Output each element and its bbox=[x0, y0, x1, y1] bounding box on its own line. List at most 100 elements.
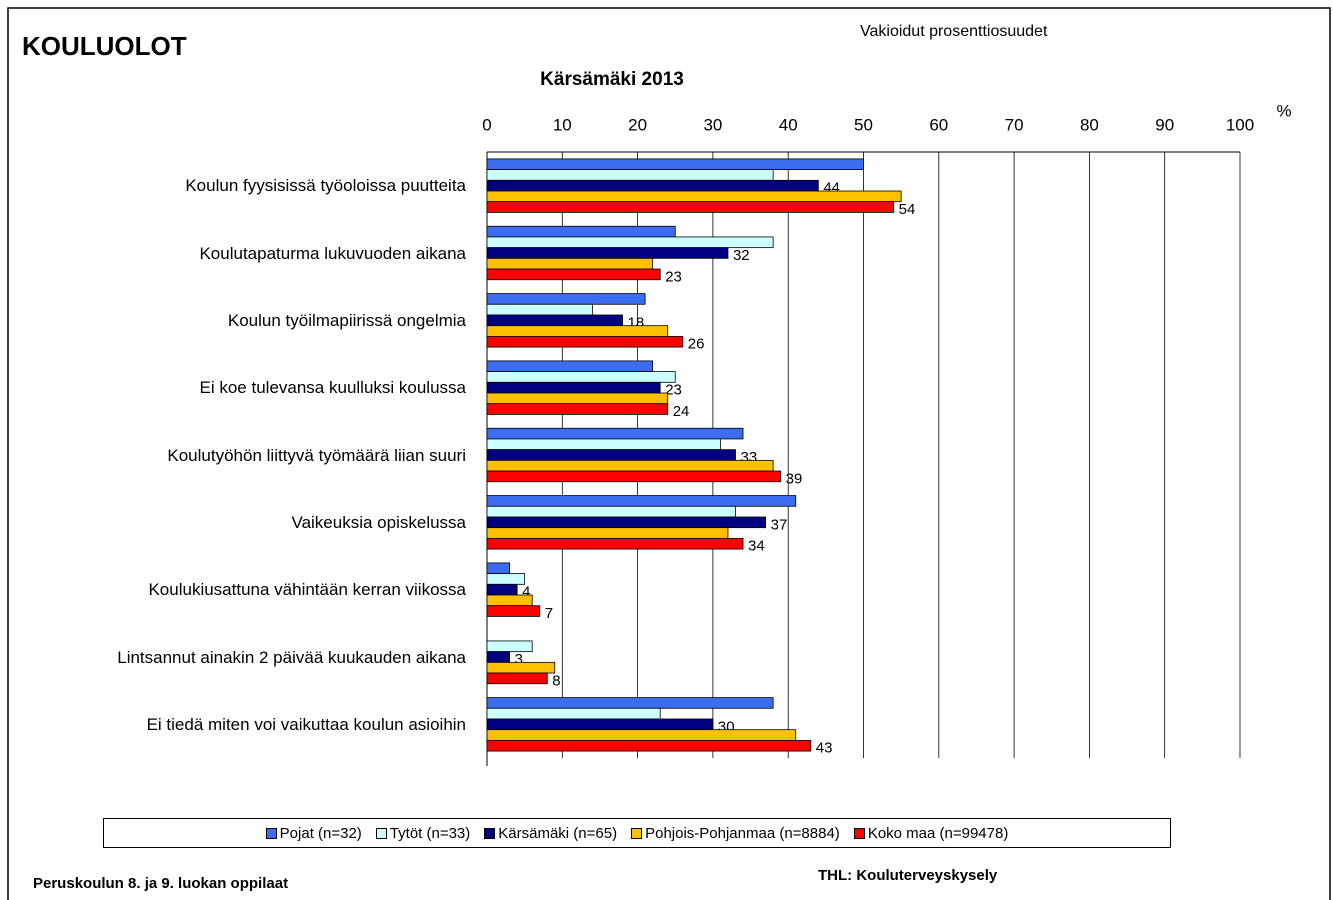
category-text: Ei koe tulevansa kuulluksi koulussa bbox=[199, 378, 466, 398]
legend-label: Koko maa (n=99478) bbox=[867, 824, 1009, 842]
x-tick-label: 30 bbox=[703, 115, 722, 134]
x-tick-label: 20 bbox=[628, 115, 647, 134]
legend-item: Koko maa (n=99478) bbox=[853, 824, 1009, 842]
bar bbox=[486, 718, 714, 731]
data-label: 23 bbox=[665, 268, 682, 285]
bar bbox=[486, 739, 812, 752]
data-label: 7 bbox=[545, 605, 553, 622]
bar bbox=[486, 505, 736, 518]
bar bbox=[486, 169, 774, 181]
bar bbox=[486, 495, 797, 507]
bar bbox=[486, 470, 782, 483]
bar bbox=[486, 190, 902, 203]
category-label: Koulutyöhön liittyvä työmäärä liian suur… bbox=[26, 445, 466, 466]
category-label: Ei tiedä miten voi vaikuttaa koulun asio… bbox=[26, 714, 466, 735]
data-label: 39 bbox=[786, 470, 803, 487]
bar bbox=[486, 697, 774, 709]
bar bbox=[486, 537, 744, 550]
legend-item: Kärsämäki (n=65) bbox=[484, 825, 617, 842]
x-tick-label: 10 bbox=[553, 115, 572, 134]
heading: KOULUOLOT bbox=[22, 31, 187, 61]
category-label: Koulutapaturma lukuvuoden aikana bbox=[26, 243, 466, 264]
data-label: 3 bbox=[515, 651, 523, 668]
footer-left: Peruskoulun 8. ja 9. luokan oppilaat bbox=[33, 875, 288, 892]
legend-item: Pohjois-Pohjanmaa (n=8884) bbox=[631, 825, 840, 842]
bar bbox=[486, 268, 661, 281]
bar bbox=[486, 562, 510, 575]
legend-label: Pohjois-Pohjanmaa (n=8884) bbox=[645, 824, 840, 842]
x-tick-label: 50 bbox=[854, 115, 873, 134]
bar bbox=[486, 201, 895, 213]
data-label: 43 bbox=[816, 740, 833, 757]
category-text: Ei tiedä miten voi vaikuttaa koulun asio… bbox=[146, 714, 466, 734]
bar bbox=[486, 640, 533, 653]
x-tick-label: 0 bbox=[482, 115, 491, 134]
category-label: Lintsannut ainakin 2 päivää kuukauden ai… bbox=[26, 647, 466, 668]
bar bbox=[486, 179, 819, 192]
legend: Pojat (n=32) Tytöt (n=33) Kärsämäki (n=65)… bbox=[103, 818, 1171, 848]
legend-swatch bbox=[265, 827, 277, 839]
category-text: Lintsannut ainakin 2 päivää kuukauden ai… bbox=[117, 647, 466, 667]
bar bbox=[486, 381, 661, 394]
bar bbox=[486, 583, 518, 596]
x-tick-label: 40 bbox=[779, 115, 798, 134]
x-tick-label: 80 bbox=[1080, 115, 1099, 134]
x-tick-label: 60 bbox=[929, 115, 948, 134]
bar bbox=[486, 672, 548, 685]
x-tick-label: 100 bbox=[1226, 115, 1254, 134]
legend-swatch bbox=[484, 827, 496, 839]
data-label: 8 bbox=[552, 672, 560, 689]
bar bbox=[486, 527, 729, 539]
category-label: Ei koe tulevansa kuulluksi koulussa bbox=[26, 377, 466, 398]
category-text: Koulun työilmapiirissä ongelmia bbox=[227, 310, 466, 330]
data-label: 24 bbox=[673, 403, 690, 420]
bar bbox=[486, 573, 526, 585]
bar bbox=[486, 293, 646, 305]
category-label: Koulukiusattuna vähintään kerran viikoss… bbox=[26, 579, 466, 600]
bar bbox=[486, 236, 774, 249]
legend-label: Tytöt (n=33) bbox=[389, 824, 471, 842]
subtitle: Vakioidut prosenttiosuudet bbox=[860, 23, 1048, 40]
bar bbox=[486, 651, 510, 663]
legend-label: Pojat (n=32) bbox=[279, 824, 362, 842]
data-label: 32 bbox=[733, 247, 750, 264]
bar bbox=[486, 459, 774, 472]
category-label: Vaikeuksia opiskelussa bbox=[26, 512, 467, 533]
legend-label: Kärsämäki (n=65) bbox=[498, 824, 618, 842]
category-text: Koulukiusattuna vähintään kerran viikoss… bbox=[148, 580, 466, 600]
unit-label: % bbox=[1276, 101, 1291, 120]
frame bbox=[7, 7, 1331, 900]
bar bbox=[486, 605, 541, 617]
bar bbox=[486, 729, 797, 741]
bar bbox=[486, 392, 669, 405]
legend-swatch bbox=[631, 827, 643, 839]
bar bbox=[486, 158, 864, 171]
legend-swatch bbox=[375, 827, 387, 839]
footer-right: THL: Kouluterveyskysely bbox=[818, 867, 998, 884]
data-label: 54 bbox=[899, 201, 916, 218]
x-tick-label: 70 bbox=[1005, 115, 1024, 134]
legend-item: Pojat (n=32) bbox=[265, 824, 362, 842]
category-label: Koulun fyysisissä työoloissa puutteita bbox=[26, 175, 466, 196]
category-label: Koulun työilmapiirissä ongelmia bbox=[26, 310, 466, 331]
legend-swatch bbox=[853, 827, 865, 839]
data-label: 34 bbox=[748, 538, 765, 555]
category-text: Vaikeuksia opiskelussa bbox=[291, 512, 467, 532]
bar bbox=[486, 661, 556, 674]
data-label: 23 bbox=[665, 382, 682, 399]
bar bbox=[486, 247, 729, 259]
bar bbox=[486, 371, 676, 383]
category-text: Koulutyöhön liittyvä työmäärä liian suur… bbox=[167, 445, 466, 465]
bar bbox=[486, 449, 736, 461]
chart-title: Kärsämäki 2013 bbox=[540, 69, 684, 90]
bar bbox=[486, 516, 767, 529]
bar bbox=[486, 360, 654, 373]
bar bbox=[486, 707, 661, 720]
bar bbox=[486, 325, 669, 337]
bar bbox=[486, 335, 684, 348]
bar bbox=[486, 303, 593, 316]
category-text: Koulun fyysisissä työoloissa puutteita bbox=[185, 176, 466, 196]
x-tick-label: 90 bbox=[1155, 115, 1174, 134]
